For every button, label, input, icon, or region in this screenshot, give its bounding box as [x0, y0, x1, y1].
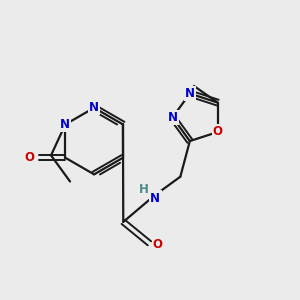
Text: H: H [139, 183, 148, 196]
Text: N: N [150, 192, 161, 205]
Text: O: O [153, 238, 163, 251]
Text: N: N [60, 118, 70, 131]
Text: N: N [185, 87, 195, 100]
Text: O: O [25, 151, 34, 164]
Text: O: O [213, 125, 223, 139]
Text: N: N [89, 101, 99, 114]
Text: N: N [168, 111, 178, 124]
